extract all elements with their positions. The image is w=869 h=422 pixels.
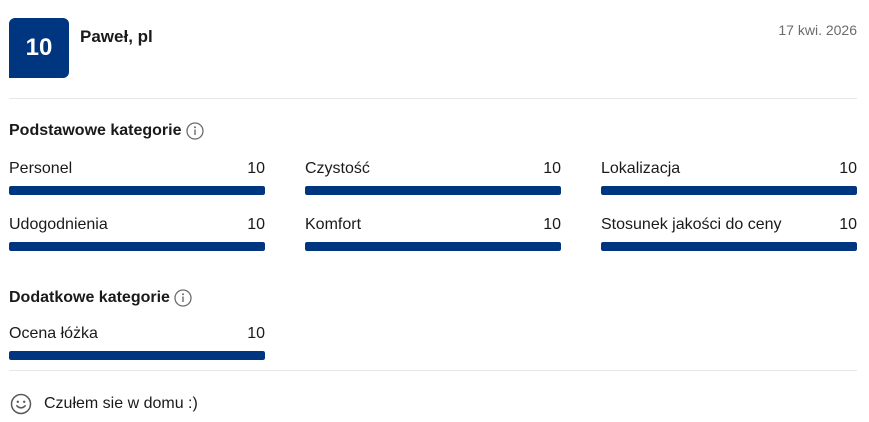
category-label: Czystość [305, 160, 370, 177]
category-bar-fill [601, 242, 857, 251]
category-label: Komfort [305, 216, 362, 233]
category-bar [305, 186, 561, 195]
review-score: 10 [25, 34, 53, 61]
category-score: 10 [247, 216, 265, 233]
category-bar-fill [9, 186, 265, 195]
category-score: 10 [543, 160, 561, 177]
basic-categories-title-text: Podstawowe kategorie [9, 122, 182, 139]
category-bar-fill [305, 242, 561, 251]
category-bar [305, 242, 561, 251]
category-bar-fill [9, 351, 265, 360]
category-item: Stosunek jakości do ceny 10 [601, 215, 857, 251]
basic-categories-title: Podstawowe kategorie [9, 122, 204, 140]
category-bar [9, 186, 265, 195]
category-score: 10 [247, 160, 265, 177]
info-icon[interactable] [185, 122, 204, 140]
review-comment-text: Czułem sie w domu :) [44, 395, 198, 412]
category-score: 10 [247, 325, 265, 342]
category-bar [9, 351, 265, 360]
category-bar-fill [601, 186, 857, 195]
extra-categories-title-text: Dodatkowe kategorie [9, 289, 170, 306]
info-icon[interactable] [174, 289, 192, 307]
category-label: Lokalizacja [601, 160, 681, 177]
category-item: Czystość 10 [305, 159, 561, 195]
category-bar-fill [305, 186, 561, 195]
category-label: Ocena łóżka [9, 325, 98, 342]
category-item: Lokalizacja 10 [601, 159, 857, 195]
category-label: Udogodnienia [9, 216, 108, 233]
reviewer-name: Paweł, pl [80, 27, 153, 46]
review-score-badge: 10 [9, 18, 69, 78]
category-score: 10 [839, 160, 857, 177]
divider [9, 370, 857, 371]
category-label: Personel [9, 160, 73, 177]
category-score: 10 [543, 216, 561, 233]
category-bar [601, 242, 857, 251]
category-item: Udogodnienia 10 [9, 215, 265, 251]
extra-categories-title: Dodatkowe kategorie [9, 289, 192, 307]
category-bar [601, 186, 857, 195]
category-score: 10 [839, 216, 857, 233]
category-bar-fill [9, 242, 265, 251]
category-item: Ocena łóżka 10 [9, 324, 265, 360]
divider [9, 98, 857, 99]
review-comment: Czułem sie w domu :) [10, 393, 198, 415]
extra-categories-grid: Ocena łóżka 10 [9, 324, 857, 360]
category-item: Komfort 10 [305, 215, 561, 251]
category-label: Stosunek jakości do ceny [601, 216, 782, 233]
category-item: Personel 10 [9, 159, 265, 195]
category-bar [9, 242, 265, 251]
review-date: 17 kwi. 2026 [778, 22, 857, 38]
smile-icon [10, 393, 32, 415]
basic-categories-grid: Personel 10 Czystość 10 Lokalizacja 10 [9, 159, 857, 251]
